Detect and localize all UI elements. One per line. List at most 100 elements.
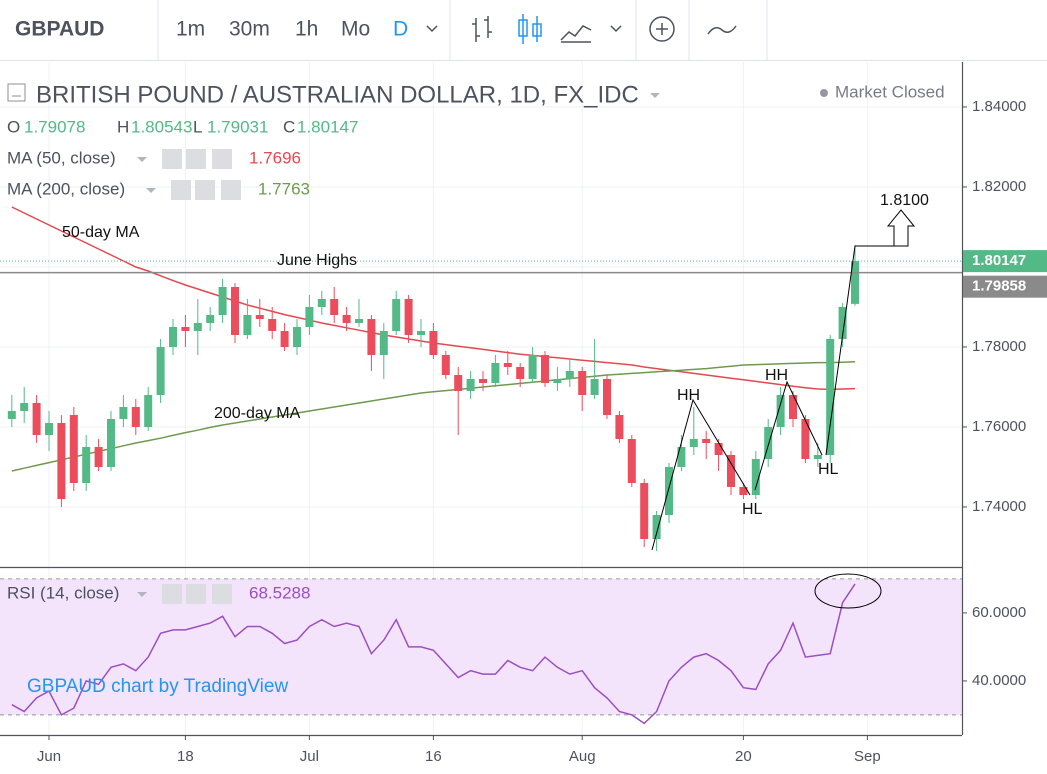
style-menu[interactable] bbox=[610, 25, 622, 33]
candle-body bbox=[838, 307, 847, 339]
study-name: MA (200, close) bbox=[7, 179, 125, 198]
candle-body bbox=[652, 515, 661, 539]
status-dot bbox=[820, 89, 828, 97]
candle-body bbox=[789, 395, 797, 419]
study-buttons[interactable] bbox=[162, 149, 241, 604]
candle-body bbox=[727, 455, 735, 487]
candle-body bbox=[107, 419, 115, 467]
candle-body bbox=[268, 319, 277, 331]
candle-body bbox=[615, 415, 624, 439]
candle-body bbox=[429, 331, 438, 355]
symbol-title: BRITISH POUND / AUSTRALIAN DOLLAR, 1D, F… bbox=[36, 81, 639, 108]
candle-body bbox=[801, 419, 810, 459]
annotation: HH bbox=[765, 367, 788, 384]
candle-body bbox=[305, 307, 314, 327]
candle-body bbox=[739, 487, 748, 495]
candle-body bbox=[218, 287, 227, 315]
candle-body bbox=[689, 439, 698, 447]
candle-body bbox=[317, 299, 326, 307]
candle-body bbox=[851, 261, 859, 304]
level-label: June Highs bbox=[277, 252, 357, 269]
level-price-box bbox=[963, 275, 1047, 298]
candle-body bbox=[404, 299, 413, 335]
candle-body bbox=[94, 447, 103, 467]
watermark[interactable]: GBPAUD chart by TradingView bbox=[27, 676, 288, 697]
last-price-label: 1.80147 bbox=[972, 252, 1026, 269]
area-icon[interactable] bbox=[560, 25, 592, 43]
study-value: 68.5288 bbox=[249, 583, 310, 602]
study-menu[interactable] bbox=[146, 188, 156, 193]
interval-active[interactable]: D bbox=[393, 18, 408, 41]
study-name: RSI (14, close) bbox=[7, 583, 119, 602]
annotation: HL bbox=[742, 501, 763, 518]
y-tick-label: 1.84000 bbox=[972, 98, 1026, 115]
study-value: 1.7696 bbox=[249, 148, 301, 167]
drawings bbox=[651, 209, 916, 609]
indicators-icon[interactable] bbox=[707, 25, 737, 35]
annotation: HH bbox=[677, 387, 700, 404]
candle-body bbox=[826, 339, 835, 455]
y-tick-label: 1.78000 bbox=[972, 338, 1026, 355]
trend-line bbox=[754, 380, 823, 491]
ohlc-label: O bbox=[7, 117, 20, 136]
candle-body bbox=[367, 319, 376, 355]
candle-body bbox=[751, 459, 760, 495]
candle-body bbox=[516, 367, 525, 379]
candle-body bbox=[293, 327, 301, 347]
candle-body bbox=[231, 287, 239, 335]
interval[interactable]: 1h bbox=[295, 18, 318, 41]
candle-body bbox=[255, 315, 264, 319]
interval[interactable]: 1m bbox=[176, 18, 205, 41]
candle-body bbox=[553, 379, 562, 383]
candle-body bbox=[82, 447, 91, 483]
annotation: 200-day MA bbox=[214, 405, 301, 422]
last-price-box bbox=[963, 250, 1047, 273]
marks bbox=[0, 206, 962, 725]
candle-body bbox=[131, 407, 140, 427]
candle-body bbox=[379, 331, 388, 355]
candle-body bbox=[144, 395, 153, 427]
ohlc-label: L bbox=[193, 117, 202, 136]
x-tick-label: Aug bbox=[569, 748, 596, 765]
trend-line bbox=[825, 245, 894, 456]
candle-body bbox=[7, 411, 16, 419]
candle-body bbox=[69, 415, 78, 483]
title-menu[interactable] bbox=[650, 93, 660, 98]
annotation: HL bbox=[818, 461, 839, 478]
candle-body bbox=[355, 319, 363, 323]
bars-icon[interactable] bbox=[472, 16, 492, 42]
candle-body bbox=[677, 447, 686, 467]
candle-body bbox=[206, 315, 215, 323]
study-menu[interactable] bbox=[137, 157, 147, 162]
interval[interactable]: 30m bbox=[229, 18, 270, 41]
candle-body bbox=[590, 379, 599, 395]
candle-body bbox=[491, 363, 500, 383]
candle-body bbox=[280, 331, 289, 347]
candles-icon[interactable] bbox=[518, 14, 542, 44]
candle-body bbox=[20, 403, 29, 411]
study-menu[interactable] bbox=[137, 592, 147, 597]
ohlc-value: 1.79031 bbox=[207, 117, 268, 136]
candle-body bbox=[665, 467, 673, 515]
candle-body bbox=[454, 375, 463, 391]
candle-body bbox=[764, 427, 773, 459]
candle-body bbox=[627, 439, 636, 483]
interval[interactable]: Mo bbox=[341, 18, 370, 41]
candle-body bbox=[119, 407, 128, 419]
candle-body bbox=[603, 379, 611, 415]
y-tick-label: 1.82000 bbox=[972, 178, 1026, 195]
collapse-icon[interactable] bbox=[7, 83, 26, 102]
study-name: MA (50, close) bbox=[7, 148, 116, 167]
interval-menu[interactable] bbox=[426, 25, 438, 33]
rsi-line bbox=[11, 583, 856, 725]
compare-icon[interactable] bbox=[649, 16, 675, 42]
target-arrow bbox=[886, 209, 916, 247]
candle-body bbox=[578, 371, 587, 395]
candle-body bbox=[503, 363, 512, 367]
symbol[interactable]: GBPAUD bbox=[15, 18, 104, 41]
candle-body bbox=[528, 355, 537, 379]
candle-body bbox=[342, 315, 351, 323]
study-value: 1.7763 bbox=[258, 179, 310, 198]
trend-line bbox=[651, 398, 751, 551]
